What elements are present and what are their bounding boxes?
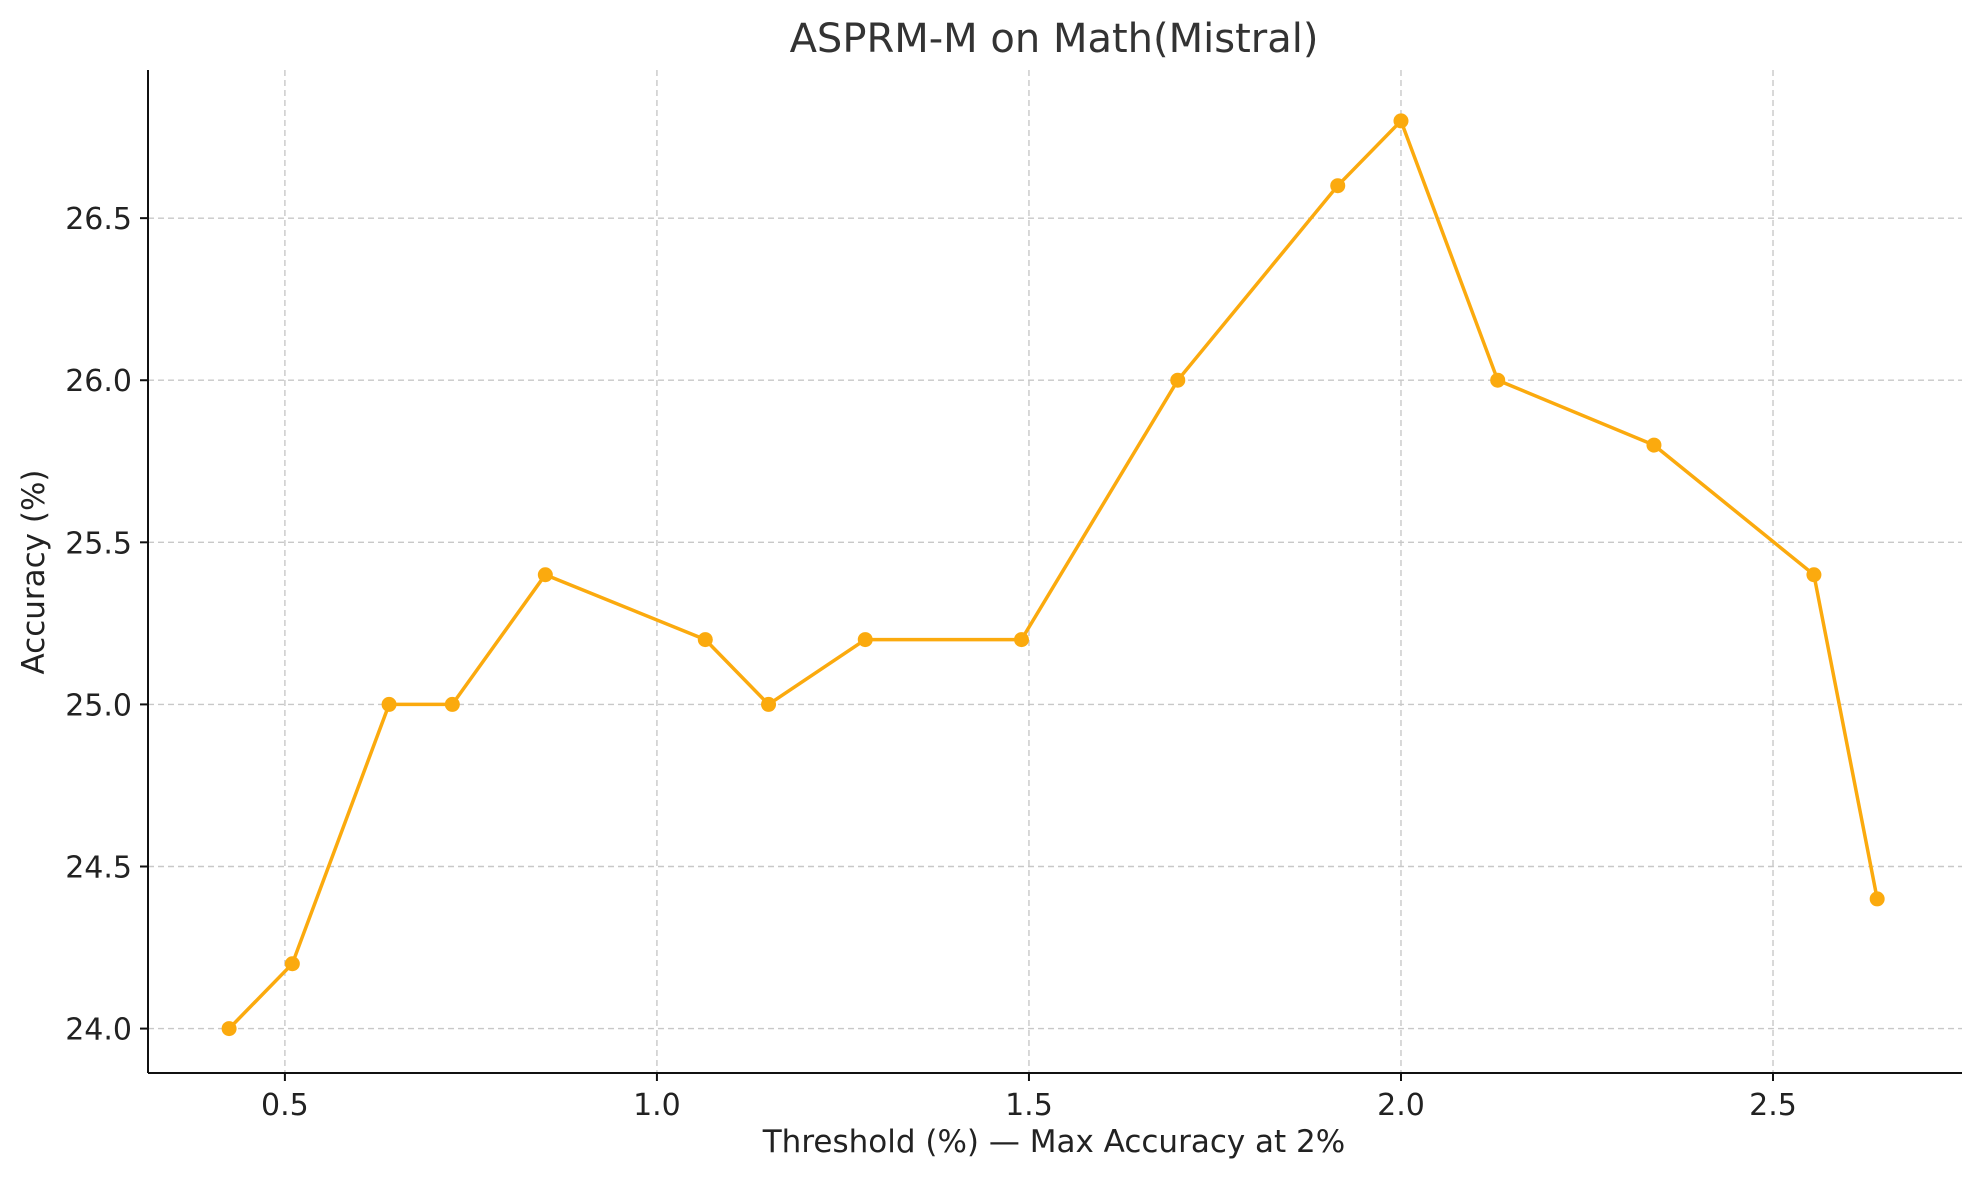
- x-tick-label: 1.5: [1005, 1088, 1053, 1123]
- grid: [148, 70, 1962, 1073]
- y-axis-label: Accuracy (%): [16, 469, 52, 674]
- y-tick-label: 24.0: [65, 1013, 132, 1048]
- data-point: [1170, 372, 1186, 388]
- series-line: [227, 119, 1879, 1030]
- data-point: [1806, 567, 1822, 583]
- data-point: [1646, 437, 1662, 453]
- data-point: [537, 567, 553, 583]
- x-tick-label: 1.0: [633, 1088, 681, 1123]
- series: [221, 113, 1885, 1037]
- data-point: [1490, 372, 1506, 388]
- data-point: [284, 956, 300, 972]
- y-tick-label: 26.0: [65, 364, 132, 399]
- data-point: [761, 696, 777, 712]
- chart-title: ASPRM-M on Math(Mistral): [790, 16, 1319, 62]
- y-tick-label: 26.5: [65, 202, 132, 237]
- x-tick-label: 0.5: [261, 1088, 309, 1123]
- data-point: [857, 632, 873, 648]
- data-point: [1014, 632, 1030, 648]
- ticks: 0.5 1.0 1.5 2.0 2.5 24.0 24.5 25.0 25.5 26.0 26.5: [65, 202, 1797, 1123]
- data-point: [1869, 891, 1885, 907]
- data-point: [1330, 178, 1346, 194]
- axes: [147, 70, 1962, 1074]
- data-point: [697, 632, 713, 648]
- x-tick-label: 2.0: [1377, 1088, 1425, 1123]
- data-point: [221, 1021, 237, 1037]
- y-tick-label: 25.5: [65, 526, 132, 561]
- y-tick-label: 24.5: [65, 851, 132, 886]
- x-axis-label: Threshold (%) — Max Accuracy at 2%: [762, 1124, 1346, 1160]
- x-tick-label: 2.5: [1749, 1088, 1797, 1123]
- data-point: [444, 696, 460, 712]
- data-point: [381, 696, 397, 712]
- y-tick-label: 25.0: [65, 688, 132, 723]
- data-point: [1393, 113, 1409, 129]
